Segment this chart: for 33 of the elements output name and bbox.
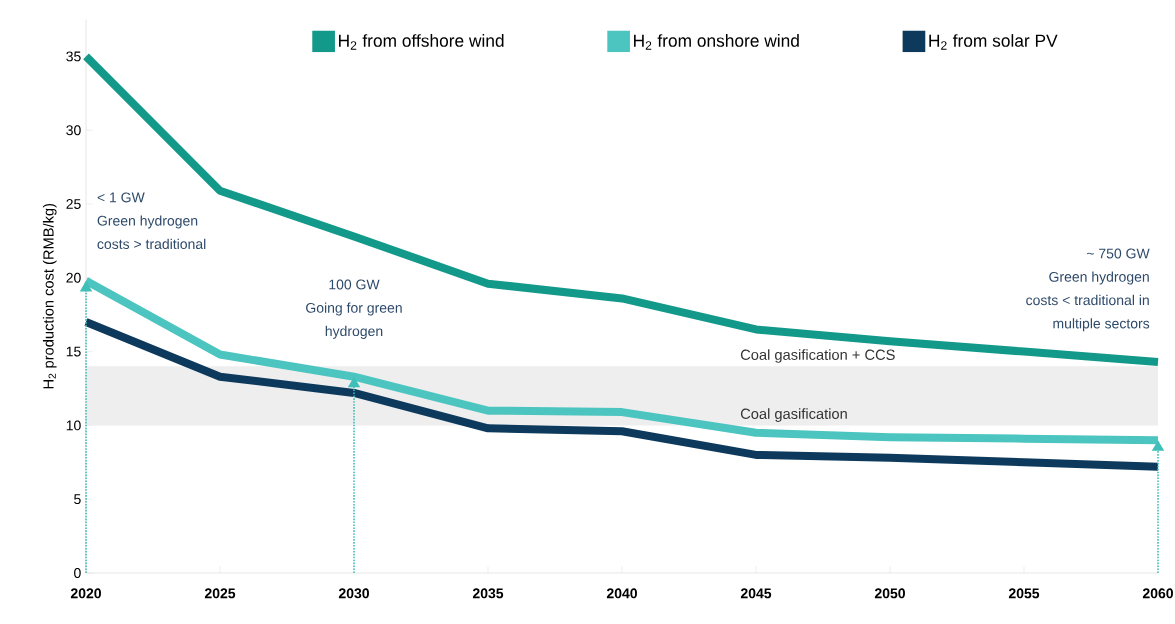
x-tick-label: 2050 — [874, 588, 905, 599]
y-tick-label: 30 — [66, 125, 81, 136]
annotation: Coal gasification — [740, 408, 847, 422]
x-tick-label: 2055 — [1008, 588, 1040, 599]
annotation: Coal gasification + CCS — [740, 349, 895, 363]
annotation: costs > traditional — [97, 238, 206, 250]
y-tick-label: 0 — [74, 568, 81, 578]
y-tick-label: 20 — [66, 272, 81, 283]
y-axis-title: H$_{2}$ production cost (RMB/kg) — [42, 203, 57, 389]
y-tick-label: 35 — [66, 51, 81, 62]
annotation: 100 GW — [329, 279, 380, 290]
annotation: Green hydrogen — [1049, 271, 1149, 285]
annotation: costs < traditional in — [1026, 294, 1149, 306]
y-tick-label: 25 — [66, 199, 81, 209]
y-tick-label: 5 — [74, 494, 81, 505]
legend-label: H$_{2}$ from offshore wind — [339, 34, 504, 50]
x-tick-label: 2045 — [740, 588, 772, 599]
x-tick-label: 2060 — [1142, 588, 1173, 599]
annotation: Going for green — [306, 302, 402, 316]
x-tick-label: 2035 — [472, 588, 504, 599]
x-tick-label: 2040 — [606, 588, 637, 599]
annotation: < 1 GW — [97, 192, 145, 203]
annotation: hydrogen — [325, 325, 383, 339]
annotation: Green hydrogen — [97, 215, 198, 229]
y-tick-label: 10 — [66, 420, 81, 431]
x-tick-label: 2020 — [70, 588, 101, 599]
legend-label: H$_{2}$ from onshore wind — [634, 34, 799, 50]
y-tick-label: 15 — [66, 346, 81, 357]
legend-label: H$_{2}$ from solar PV — [929, 34, 1058, 50]
x-tick-label: 2025 — [204, 588, 236, 599]
annotation: multiple sectors — [1053, 318, 1150, 332]
annotation: ~ 750 GW — [1086, 248, 1150, 259]
x-tick-label: 2030 — [338, 588, 369, 599]
